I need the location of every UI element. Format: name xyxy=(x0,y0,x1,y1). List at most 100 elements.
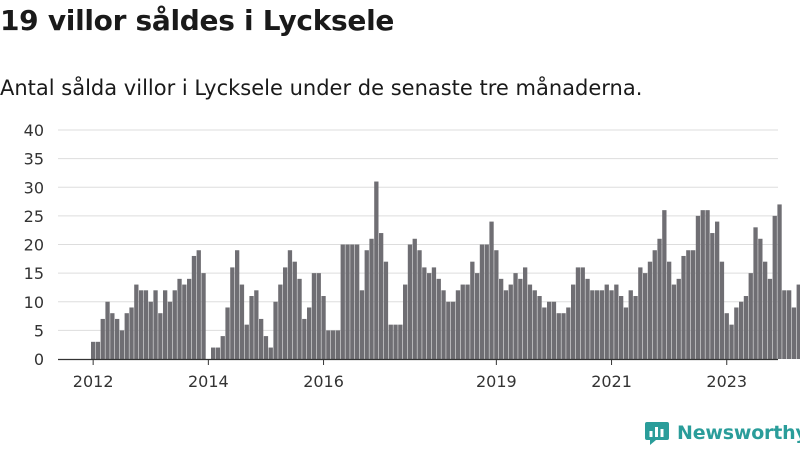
bar xyxy=(91,341,96,359)
bar xyxy=(115,318,120,359)
bar xyxy=(379,233,384,359)
bar xyxy=(623,307,629,359)
bar xyxy=(484,244,489,359)
bar xyxy=(403,284,408,359)
bar xyxy=(350,244,355,359)
bar xyxy=(566,307,571,359)
bar xyxy=(652,250,657,359)
bar xyxy=(614,284,619,359)
bar xyxy=(287,250,293,359)
bar xyxy=(758,238,763,359)
bar xyxy=(710,233,715,359)
y-tick-label: 40 xyxy=(24,121,44,140)
x-tick-label: 2023 xyxy=(706,372,747,391)
bar xyxy=(700,210,705,359)
bar xyxy=(124,313,129,359)
bar xyxy=(441,290,446,359)
bar xyxy=(129,307,134,359)
bar xyxy=(556,313,561,359)
y-tick-label: 15 xyxy=(24,264,44,283)
y-tick-label: 25 xyxy=(24,207,44,226)
bar xyxy=(383,261,389,359)
y-tick-label: 20 xyxy=(24,236,44,255)
bar xyxy=(796,284,800,359)
bar xyxy=(633,296,638,359)
bar xyxy=(729,324,734,359)
bar xyxy=(451,301,456,359)
bar xyxy=(551,301,557,359)
bar xyxy=(393,324,398,359)
bar xyxy=(628,290,633,359)
bar xyxy=(191,255,197,359)
bar xyxy=(225,307,230,359)
bar xyxy=(105,301,110,359)
bar xyxy=(571,284,576,359)
bar xyxy=(575,267,581,359)
bar xyxy=(489,221,494,359)
bar xyxy=(542,307,547,359)
bar xyxy=(513,273,518,360)
bar xyxy=(412,238,417,359)
bar xyxy=(523,267,528,359)
bar xyxy=(259,318,264,359)
bar xyxy=(182,284,187,359)
y-tick-label: 10 xyxy=(24,293,44,312)
bar xyxy=(331,330,336,360)
bar xyxy=(196,250,201,359)
bar xyxy=(691,250,696,359)
x-tick-label: 2014 xyxy=(188,372,229,391)
bar xyxy=(398,324,403,359)
x-tick-label: 2021 xyxy=(591,372,632,391)
bar xyxy=(316,273,321,360)
bar xyxy=(787,290,792,359)
bar xyxy=(647,261,653,359)
bar xyxy=(503,290,509,359)
bar xyxy=(537,296,542,359)
bar-chart: 0 5 10 15 20 25 30 35 40 2012 2014 2016 2019 2021 202… xyxy=(24,121,800,391)
chart-subtitle: Antal sålda villor i Lycksele under de s… xyxy=(0,76,643,100)
bar xyxy=(268,347,273,359)
y-tick-label: 35 xyxy=(24,150,44,169)
bar xyxy=(297,278,302,359)
bar xyxy=(475,273,480,360)
brand-name: Newsworthy xyxy=(677,422,800,444)
bar xyxy=(436,278,441,359)
bar xyxy=(657,238,662,359)
bar xyxy=(230,267,235,359)
bar xyxy=(599,290,605,359)
bar xyxy=(671,284,677,359)
bar xyxy=(335,330,341,360)
bar xyxy=(369,238,374,359)
bar xyxy=(547,301,552,359)
newsworthy-logo-icon xyxy=(645,422,669,445)
bar xyxy=(619,296,624,359)
bar xyxy=(638,267,643,359)
bar xyxy=(110,313,115,359)
bar xyxy=(739,301,744,359)
bar xyxy=(427,273,432,360)
bar xyxy=(148,301,153,359)
bar xyxy=(695,215,701,360)
bar xyxy=(446,301,451,359)
bar xyxy=(455,290,461,359)
bar xyxy=(431,267,437,359)
bar xyxy=(220,336,225,359)
bar xyxy=(100,318,105,359)
bar xyxy=(479,244,485,359)
bar xyxy=(518,278,523,359)
bar xyxy=(499,278,504,359)
bar xyxy=(292,261,297,359)
bar xyxy=(163,290,168,359)
bar xyxy=(676,278,681,359)
bar xyxy=(705,210,710,359)
bar xyxy=(355,244,360,359)
bar xyxy=(719,261,725,359)
bar xyxy=(417,250,422,359)
bar xyxy=(201,273,206,360)
bar xyxy=(585,278,590,359)
bar xyxy=(767,278,773,359)
bar xyxy=(153,290,158,359)
bar xyxy=(345,244,350,359)
bar xyxy=(422,267,427,359)
x-axis-ticks: 2012201420162019202120232025 xyxy=(73,359,747,391)
